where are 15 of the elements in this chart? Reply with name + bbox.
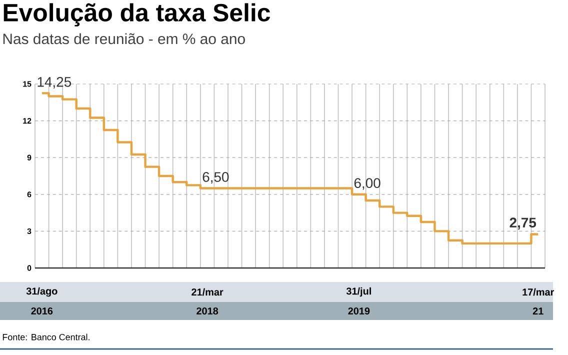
data-label: 6,50 [202, 172, 229, 184]
chart-title: Evolução da taxa Selic [4, 3, 270, 26]
source-note: Fonte: Banco Central. [2, 334, 90, 340]
chart-subtitle: Nas datas de reunião - em % ao ano [3, 33, 245, 44]
x-tick-label: 31/jul [346, 287, 371, 297]
text: 2019 [348, 307, 370, 315]
x-tick-label: 17/mar [522, 288, 554, 296]
text: 2016 [31, 307, 53, 315]
text: 2018 [196, 307, 218, 315]
x-tick-label: 21/mar [192, 288, 224, 296]
data-label: 6,00 [354, 178, 380, 190]
data-label: 14,25 [38, 76, 72, 88]
text: 21 [532, 308, 544, 314]
x-tick-label: 31/ago [26, 287, 58, 297]
data-label: 2,75 [510, 218, 536, 230]
